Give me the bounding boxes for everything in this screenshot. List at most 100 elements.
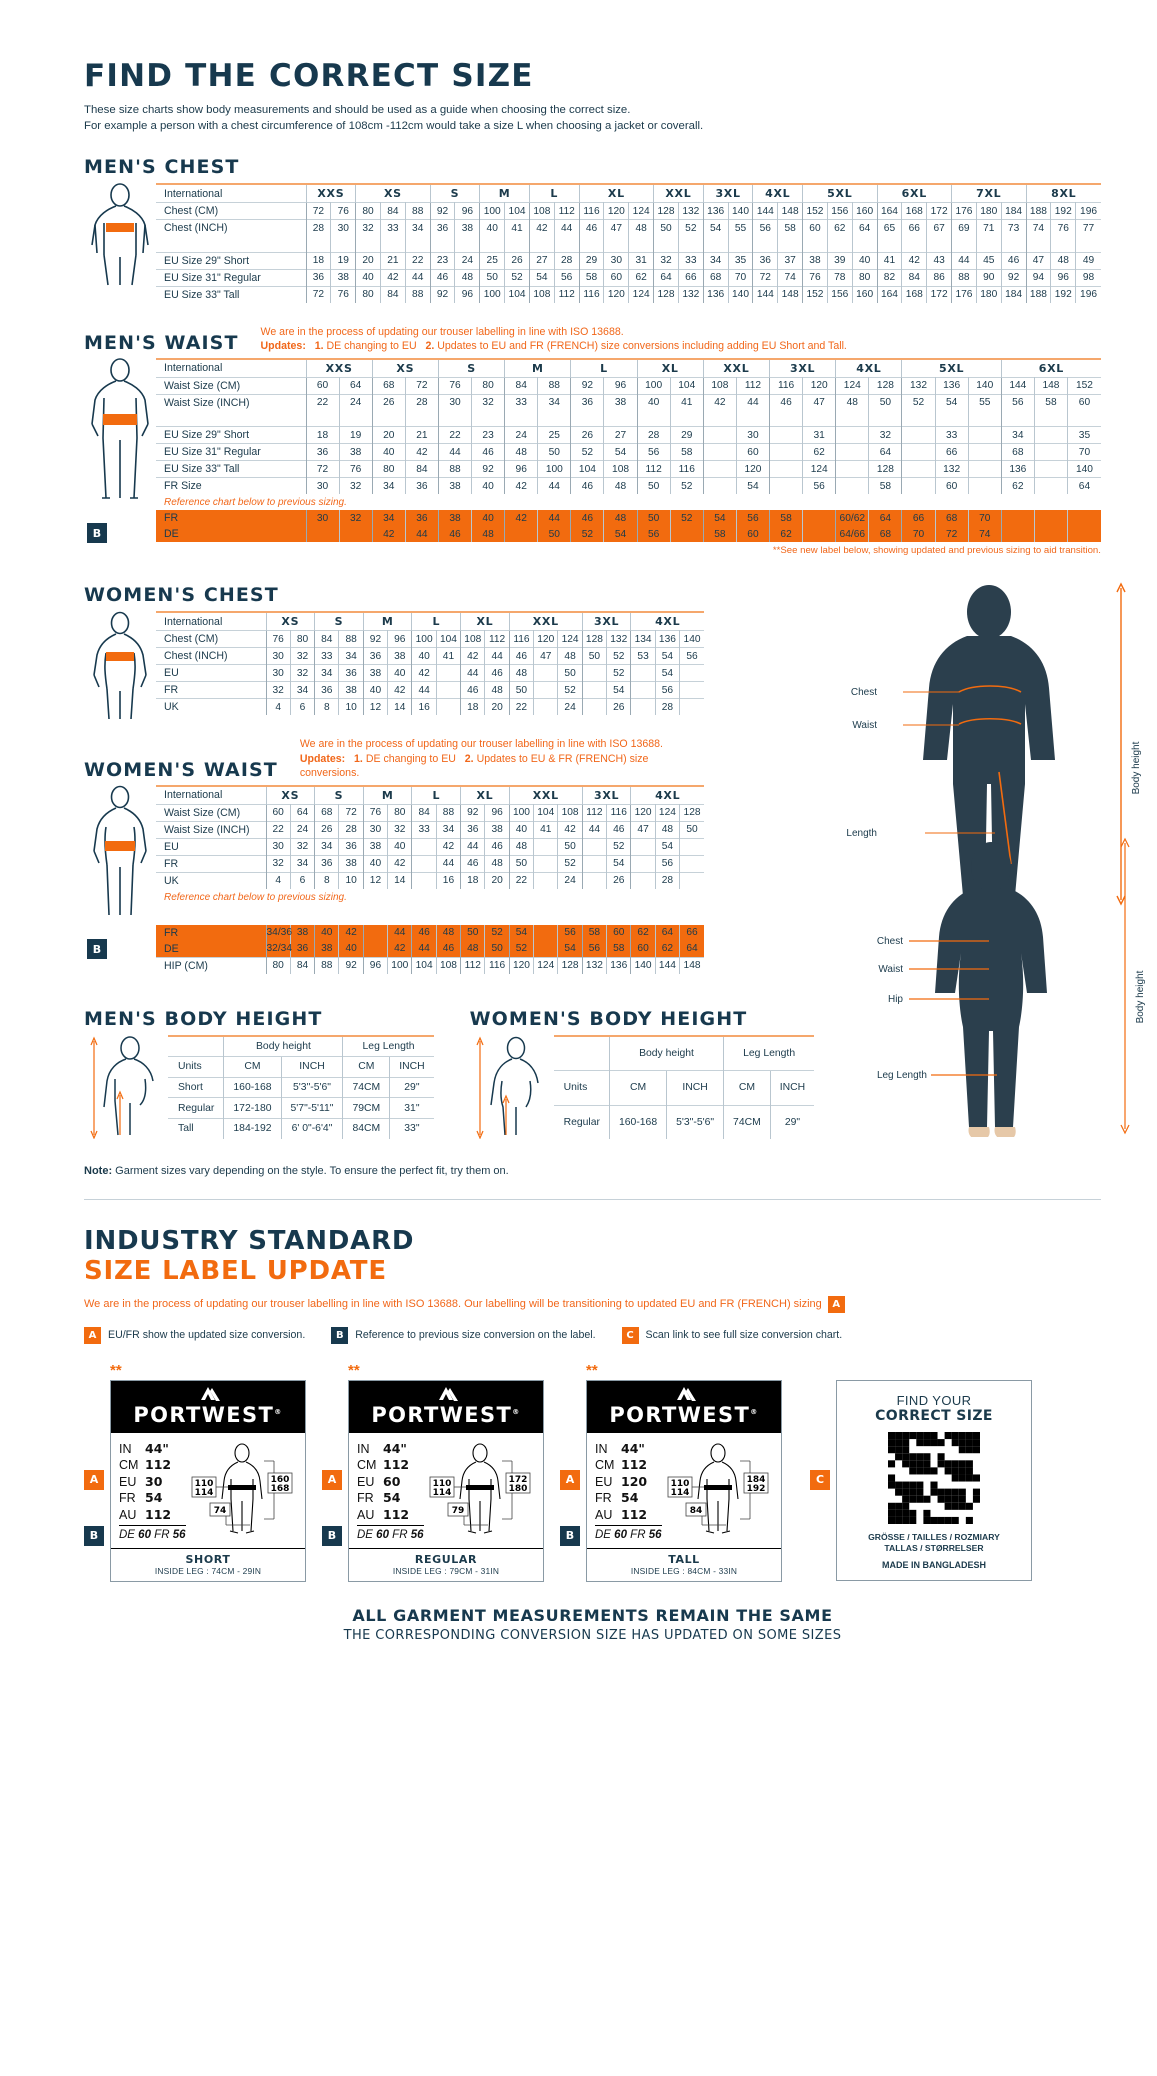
womens-chest-body: International XS S M L XL XXL 3XL 4XL Chest (CM) 7… (156, 612, 704, 715)
table-cell: 48 (835, 394, 869, 411)
table-row: Chest (INCH) 28 30 32 33 34 36 38 40 41 42 44 46 47 48… (156, 219, 1101, 236)
table-cell: 42 (504, 510, 538, 526)
table-cell: 60 (606, 924, 631, 941)
spacer-row (156, 410, 1101, 427)
womens-update-2-text: Updates to EU & FR (FRENCH) size convers… (299, 752, 649, 780)
row-label: EU Size 33" Tall (164, 288, 240, 301)
table-cell: 96 (454, 202, 480, 220)
table-cell: 136 (1000, 460, 1035, 478)
table-cell: 76 (338, 460, 373, 478)
table-cell (581, 681, 607, 699)
table-cell (1033, 443, 1068, 461)
table-cell: 50 (636, 510, 671, 526)
table-cell: 124 (533, 957, 558, 974)
legend-item: C Scan link to see full size conversion c… (621, 1326, 843, 1344)
label-footer: TALL INSIDE LEG : 84CM - 33IN (587, 1547, 781, 1581)
industry-legend: A EU/FR show the updated size conversion.… (84, 1326, 1101, 1344)
table-cell: 140 (679, 630, 704, 648)
table-cell: 66 (679, 924, 704, 941)
table-cell: 26 (606, 698, 631, 715)
table-cell: 41 (435, 647, 461, 665)
table-cell: 31" (389, 1097, 434, 1119)
womens-waist-table: International XS S M L XL XXL 3XL 4XL Waist Size … (156, 785, 704, 889)
table-cell: 30 (735, 426, 770, 444)
fit-detail: INSIDE LEG : 74CM - 29IN (154, 1565, 262, 1576)
table-cell: 38 (330, 269, 356, 286)
bottom-note: Note: Garment sizes vary depending on th… (84, 1165, 1101, 1177)
table-cell: 100 (411, 630, 437, 648)
spec-value: 54 (145, 1490, 163, 1505)
row-label: EU Size 31" Regular (164, 446, 261, 458)
table-cell: 64/66 (835, 526, 869, 542)
table-cell: 112 (460, 957, 485, 974)
table-cell (1033, 477, 1068, 494)
table-cell: 36 (305, 269, 331, 286)
table-cell: 76 (1050, 219, 1076, 236)
table-cell (679, 838, 704, 855)
table-cell: 26 (314, 821, 339, 838)
legend-text: Reference to previous size conversion on… (355, 1329, 596, 1341)
table-cell: 96 (504, 460, 538, 478)
table-cell: 29 (578, 252, 604, 269)
table-cell: 50 (636, 477, 671, 494)
table-row: FR 32 34 36 38 40 42 44 46 48 50 52 54 56 (156, 681, 704, 699)
spec-row: FR 54 (119, 1490, 186, 1507)
mens-body-height-title: MEN'S BODY HEIGHT (84, 1007, 323, 1030)
table-cell: 84 (901, 269, 927, 286)
table-cell: 46 (435, 940, 461, 957)
column-header: 3XL (581, 612, 631, 631)
spec-row: CM 112 (357, 1457, 424, 1474)
label-height-top: 172 (508, 1475, 527, 1485)
label-height-bottom: 180 (508, 1484, 527, 1494)
table-cell: 60 (603, 269, 629, 286)
table-cell: 66 (901, 510, 936, 526)
column-header: 4XL (752, 184, 803, 203)
table-cell: 108 (528, 286, 555, 303)
table-cell: 104 (504, 286, 530, 303)
table-cell: 30 (265, 647, 291, 665)
legend-text: Scan link to see full size conversion ch… (645, 1329, 843, 1341)
see-new-label-note: **See new label below, showing updated a… (772, 545, 1101, 556)
womens-waist-reference-note: Reference chart below to previous sizing… (164, 891, 347, 903)
table-cell: 40 (387, 664, 412, 682)
womens-update-2-num: 2. (464, 752, 474, 765)
spec-row: CM 112 (595, 1457, 662, 1474)
update-2-text: Updates to EU and FR (FRENCH) size conve… (437, 340, 847, 352)
table-cell: 68 (934, 510, 969, 526)
unit-header: CM (342, 1056, 390, 1078)
table-cell: 148 (777, 286, 803, 303)
label-footer: SHORT INSIDE LEG : 74CM - 29IN (111, 1547, 305, 1581)
label-waist-top: 110 (432, 1479, 451, 1489)
table-cell: 94 (1025, 269, 1051, 286)
table-cell: 46 (484, 838, 510, 855)
table-cell: 41 (504, 219, 530, 236)
registered-mark: ® (274, 1407, 283, 1416)
table-cell: 112 (735, 377, 770, 394)
table-row: International XS S M L XL XXL 3XL 4XL (156, 785, 704, 804)
table-cell: 34 (314, 838, 339, 855)
table-cell: 74 (777, 269, 803, 286)
table-cell: 58 (606, 940, 631, 957)
column-header: XL (578, 184, 654, 203)
female-waist-label: Waist (878, 964, 903, 975)
table-cell: 52 (606, 647, 631, 665)
table-cell (835, 426, 869, 444)
table-cell (1000, 510, 1035, 526)
row-label: EU (164, 840, 179, 853)
table-cell: 44 (435, 855, 461, 872)
table-cell: 136 (702, 286, 729, 303)
table-cell (901, 426, 936, 444)
brand-bar: PORTWEST® (349, 1380, 543, 1433)
table-cell: 62 (654, 940, 680, 957)
table-cell: 40 (508, 821, 534, 838)
qr-code[interactable] (888, 1431, 980, 1524)
spec-key: AU (357, 1507, 375, 1522)
womens-update-1-num: 1. (354, 752, 363, 765)
spec-row: FR 54 (357, 1490, 424, 1507)
table-cell: 40 (362, 681, 388, 699)
table-cell: 36 (362, 647, 388, 665)
spec-key: EU (357, 1474, 375, 1489)
qr-card[interactable]: FIND YOUR CORRECT SIZE GRÖSSE / TAILLES / … (836, 1379, 1032, 1581)
table-cell: 144 (1000, 377, 1035, 394)
row-label: UK (164, 874, 179, 887)
